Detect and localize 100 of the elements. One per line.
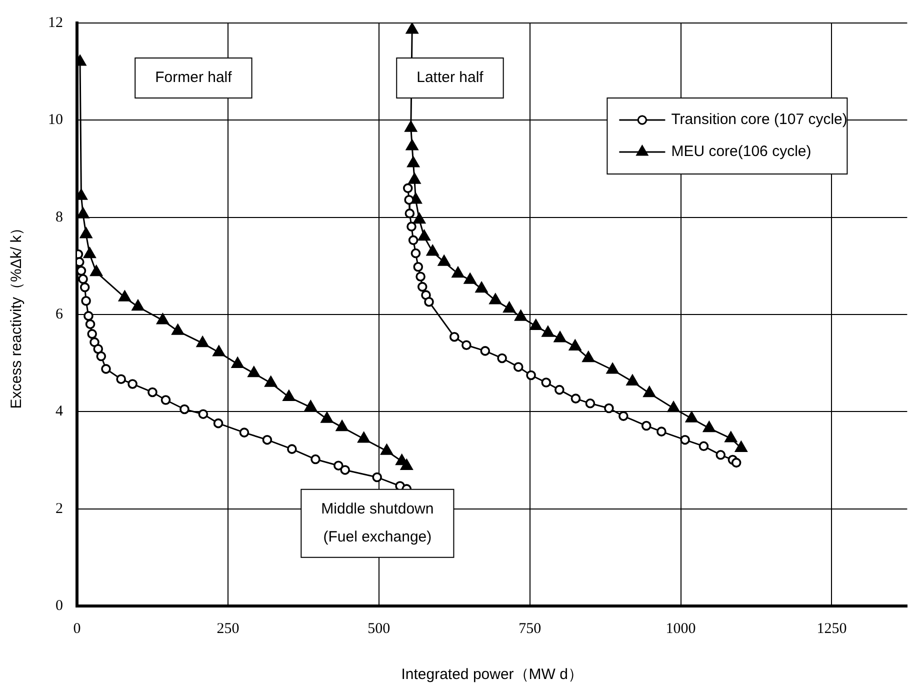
point <box>93 344 104 354</box>
point <box>81 296 91 306</box>
legend-label: Transition core (107 cycle) <box>671 111 848 128</box>
point <box>731 458 742 468</box>
point <box>372 472 382 482</box>
point <box>716 450 726 460</box>
point <box>462 340 472 350</box>
point <box>554 384 564 395</box>
point <box>407 156 420 168</box>
point <box>416 272 426 282</box>
point <box>212 345 225 356</box>
point <box>541 378 552 388</box>
point <box>404 208 415 218</box>
x-tick-label: 1000 <box>666 620 696 637</box>
y-tick-label: 4 <box>56 404 64 420</box>
point <box>84 247 96 258</box>
point <box>232 357 244 368</box>
y-tick-label: 8 <box>56 209 63 226</box>
point <box>542 326 554 337</box>
point <box>424 296 434 307</box>
x-tick-label: 750 <box>518 620 542 637</box>
point <box>213 418 224 428</box>
point <box>80 227 92 238</box>
point <box>475 282 488 293</box>
point <box>417 282 428 292</box>
point <box>400 459 413 470</box>
point <box>526 370 536 380</box>
point <box>77 208 90 218</box>
point <box>606 362 619 374</box>
point <box>554 331 566 342</box>
point <box>172 324 184 335</box>
point <box>686 412 698 422</box>
point <box>128 379 138 389</box>
point <box>413 212 426 224</box>
point <box>156 313 169 324</box>
point <box>410 248 421 258</box>
point <box>569 340 582 350</box>
x-tick-label: 0 <box>73 620 81 637</box>
point <box>148 387 158 398</box>
point <box>116 374 126 384</box>
legend-label: MEU core(106 cycle) <box>671 143 812 160</box>
point <box>618 411 628 421</box>
y-axis-title: Excess reactivity（%Δk/ k） <box>8 220 26 409</box>
point <box>570 394 581 404</box>
y-tick-label: 12 <box>48 14 63 31</box>
point <box>464 273 476 284</box>
point <box>310 454 320 464</box>
x-tick-label: 500 <box>368 620 390 637</box>
point <box>656 426 666 436</box>
point <box>198 409 208 419</box>
y-tick-label: 6 <box>56 306 64 322</box>
point <box>90 265 102 276</box>
x-tick-label: 250 <box>216 620 240 637</box>
point <box>582 351 594 362</box>
point <box>408 173 421 184</box>
point <box>426 244 439 256</box>
point <box>264 376 277 387</box>
point <box>80 282 90 292</box>
point <box>438 255 450 266</box>
point <box>503 302 516 313</box>
point <box>180 404 190 414</box>
point <box>336 420 348 432</box>
point <box>513 362 524 372</box>
point <box>406 222 416 232</box>
annotation: Latter half <box>416 69 484 86</box>
point <box>380 444 393 455</box>
point <box>196 336 209 348</box>
point <box>530 319 542 330</box>
point <box>78 274 88 284</box>
point <box>340 465 350 475</box>
point <box>408 235 418 246</box>
point <box>239 428 250 438</box>
point <box>87 329 97 339</box>
point <box>413 262 424 272</box>
point <box>680 434 690 445</box>
point <box>404 121 417 132</box>
point <box>84 311 94 321</box>
point <box>641 420 652 431</box>
point <box>449 332 460 342</box>
point <box>643 386 656 398</box>
point <box>262 434 272 445</box>
point <box>667 401 680 412</box>
point <box>404 194 414 205</box>
point <box>514 310 527 321</box>
point <box>604 403 614 414</box>
point <box>132 300 144 311</box>
annotation: Former half <box>155 69 233 86</box>
x-tick-label: 1250 <box>816 620 847 637</box>
point <box>724 431 737 442</box>
point <box>497 353 507 364</box>
y-tick-label: 0 <box>56 598 63 614</box>
point <box>160 395 171 405</box>
point <box>96 351 106 362</box>
point <box>402 183 413 194</box>
point <box>101 364 111 374</box>
point <box>406 23 418 34</box>
point <box>489 294 502 304</box>
point <box>626 374 639 386</box>
x-axis-title: Integrated power（MW d） <box>401 666 583 684</box>
point <box>85 319 96 330</box>
